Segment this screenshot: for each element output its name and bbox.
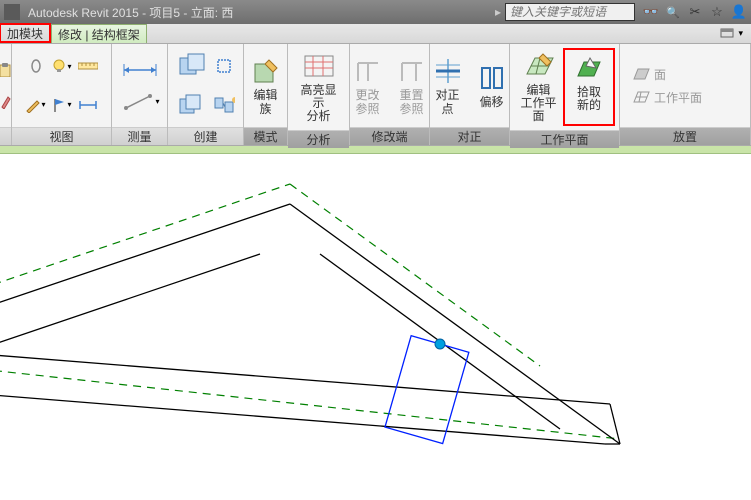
panel-label-placement: 放置	[620, 127, 750, 145]
pick-new-label: 拾取 新的	[577, 86, 601, 112]
arrows-icon[interactable]	[77, 94, 99, 116]
titlebar-icons: 👓 🔍 ✂ ☆ 👤	[643, 4, 747, 20]
drawing-canvas[interactable]	[0, 154, 751, 500]
panel-create: 创建	[168, 44, 244, 145]
binoculars-icon[interactable]: 👓	[643, 4, 659, 20]
lightbulb-icon[interactable]: ▾	[51, 55, 73, 77]
reset-reference-button: 重置 参照	[392, 53, 432, 117]
titlebar: Autodesk Revit 2015 - 项目5 - 立面: 西 ▸ 👓 🔍 …	[0, 0, 751, 24]
pick-new-button[interactable]: 拾取 新的	[563, 48, 615, 126]
panel-label-mode: 模式	[244, 127, 287, 145]
pencil-icon[interactable]: ▾	[25, 94, 47, 116]
change-reference-button: 更改 参照	[348, 53, 388, 117]
change-reference-label: 更改 参照	[355, 89, 379, 115]
ribbon: ▾ ▾ ▾ 视图 ▾ 测量 创建 编辑 族	[0, 44, 751, 146]
panel-label-create: 创建	[168, 127, 243, 145]
panel-label-analysis: 分析	[288, 130, 349, 148]
cut-icon[interactable]: ✂	[687, 4, 703, 20]
magnifier-icon[interactable]: 🔍	[665, 4, 681, 20]
component-icon[interactable]	[213, 55, 235, 77]
search-input[interactable]	[505, 3, 635, 21]
app-title: Autodesk Revit 2015 - 项目5 - 立面: 西	[28, 4, 491, 21]
edit-workplane-label: 编辑 工作平面	[518, 84, 559, 124]
measure-tool-icon[interactable]: ▾	[120, 88, 160, 116]
placement-workplane-label: 工作平面	[654, 89, 702, 106]
dimension-icon[interactable]	[120, 56, 160, 84]
edit-family-label: 编辑 族	[253, 89, 277, 115]
offset-button[interactable]: 偏移	[472, 60, 512, 111]
panel-modify-end: 更改 参照 重置 参照 修改端	[350, 44, 430, 145]
panel-label-measure: 测量	[112, 127, 167, 145]
panel-label-justify: 对正	[430, 127, 509, 145]
placement-workplane-option: 工作平面	[632, 89, 702, 106]
copies-icon[interactable]	[177, 90, 207, 120]
panel-label-modify-end: 修改端	[350, 127, 429, 145]
app-logo	[4, 4, 20, 20]
user-icon[interactable]: 👤	[731, 4, 747, 20]
dropdown-arrow[interactable]: ▸	[495, 5, 501, 19]
tab-modules[interactable]: 加模块	[0, 23, 51, 43]
panel-measure: ▾ 测量	[112, 44, 168, 145]
group-icon[interactable]	[213, 94, 235, 116]
highlight-analysis-label: 高亮显示 分析	[296, 84, 341, 124]
panel-placement: 面 工作平面 放置	[620, 44, 751, 145]
panel-view: ▾ ▾ ▾ 视图	[12, 44, 112, 145]
placement-face-option: 面	[632, 66, 702, 83]
edit-workplane-button[interactable]: 编辑 工作平面	[514, 48, 563, 126]
flag-icon[interactable]: ▾	[51, 94, 73, 116]
drawing-svg	[0, 154, 751, 500]
panel-label-view: 视图	[12, 127, 111, 145]
panel-left-sliver	[0, 44, 12, 145]
highlight-analysis-button[interactable]: 高亮显示 分析	[292, 48, 345, 126]
offset-label: 偏移	[479, 96, 503, 109]
placement-face-label: 面	[654, 66, 666, 83]
justify-point-label: 对正 点	[435, 89, 459, 115]
attach-icon[interactable]	[25, 55, 47, 77]
ribbon-options-dropdown[interactable]: ▾	[712, 24, 751, 43]
options-bar	[0, 146, 751, 154]
edit-family-button[interactable]: 编辑 族	[246, 53, 286, 117]
tab-modify-structural-frame[interactable]: 修改 | 结构框架	[51, 24, 147, 43]
tabbar: 加模块 修改 | 结构框架 ▾	[0, 24, 751, 44]
panel-workplane: 编辑 工作平面 拾取 新的 工作平面	[510, 44, 620, 145]
panel-justify: 对正 点 偏移 对正	[430, 44, 510, 145]
panel-label-sliver	[0, 127, 11, 145]
panel-label-workplane: 工作平面	[510, 130, 619, 148]
star-icon[interactable]: ☆	[709, 4, 725, 20]
ruler-icon[interactable]	[77, 55, 99, 77]
panel-analysis: 高亮显示 分析 分析	[288, 44, 350, 145]
justify-point-button[interactable]: 对正 点	[428, 53, 468, 117]
reset-reference-label: 重置 参照	[399, 89, 423, 115]
create-similar-icon[interactable]	[177, 51, 207, 81]
panel-mode: 编辑 族 模式	[244, 44, 288, 145]
